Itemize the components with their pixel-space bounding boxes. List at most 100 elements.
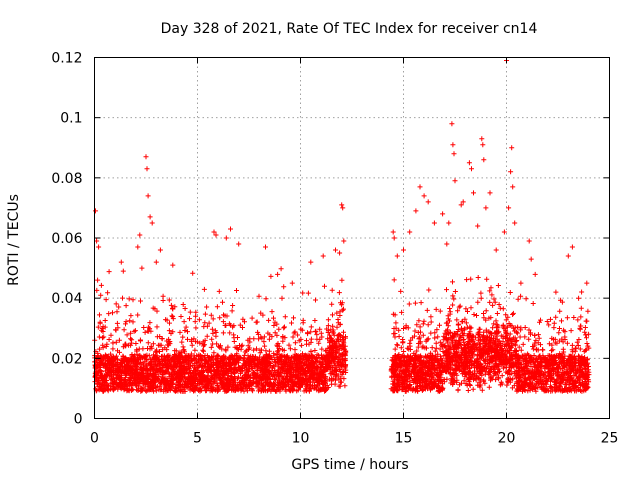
data-point (425, 322, 431, 328)
data-point (343, 334, 348, 340)
data-point (178, 314, 184, 319)
data-point (564, 315, 570, 321)
data-point (571, 315, 577, 320)
data-point (106, 269, 112, 275)
data-point (128, 330, 134, 336)
data-point (243, 362, 248, 368)
data-point (341, 306, 346, 312)
data-point (110, 340, 116, 346)
data-point (229, 308, 235, 314)
data-point (249, 387, 255, 393)
data-point (559, 318, 564, 324)
data-point (201, 343, 206, 349)
data-point (251, 347, 257, 353)
data-point (145, 340, 151, 346)
data-point (208, 312, 214, 318)
data-point (330, 323, 336, 329)
data-point (130, 319, 136, 325)
data-point (331, 332, 337, 338)
data-point (192, 347, 198, 353)
data-point (157, 349, 162, 354)
data-point (322, 283, 327, 289)
data-point (478, 290, 484, 296)
data-point (507, 290, 513, 295)
data-point (291, 315, 296, 321)
data-point (532, 271, 538, 277)
data-point (160, 293, 166, 299)
data-point (437, 322, 442, 328)
data-point (305, 290, 311, 296)
data-point (200, 347, 206, 353)
data-point (475, 299, 481, 305)
data-point (129, 337, 135, 343)
data-point (274, 352, 280, 357)
data-point (154, 347, 160, 353)
data-point (126, 296, 132, 302)
data-point (312, 318, 318, 323)
data-point (242, 349, 248, 355)
data-point (242, 319, 247, 325)
data-point (96, 334, 102, 340)
data-point (406, 301, 412, 307)
data-point (327, 332, 332, 338)
data-point (551, 320, 557, 326)
data-point (147, 320, 153, 326)
data-point (250, 388, 256, 394)
data-point (190, 270, 196, 276)
data-point (180, 302, 186, 307)
data-point (557, 308, 563, 314)
data-point (275, 271, 281, 277)
data-point (103, 297, 109, 303)
data-points (92, 58, 592, 394)
data-point (585, 308, 591, 314)
data-point (159, 387, 165, 393)
data-point (138, 298, 143, 304)
data-point (278, 266, 284, 272)
data-point (210, 316, 216, 322)
data-point (235, 335, 240, 340)
data-point (108, 332, 114, 338)
data-point (177, 329, 183, 335)
data-point (313, 297, 318, 303)
data-point (249, 315, 255, 321)
data-point (254, 319, 260, 325)
data-point (478, 295, 484, 301)
data-point (291, 330, 297, 336)
data-point (130, 297, 136, 303)
data-point (334, 324, 340, 330)
data-point (308, 336, 314, 342)
data-point (500, 306, 506, 312)
data-point (180, 344, 186, 350)
data-point (262, 343, 268, 349)
data-point (334, 310, 340, 316)
data-point (193, 309, 199, 315)
data-point (420, 321, 426, 327)
data-point (239, 342, 245, 348)
data-point (337, 313, 343, 318)
data-point (263, 296, 269, 302)
data-point (180, 334, 186, 340)
data-point (325, 317, 331, 323)
data-point (515, 296, 521, 302)
data-point (261, 339, 267, 345)
data-point (179, 339, 185, 345)
data-point (468, 305, 474, 311)
data-point (201, 286, 207, 292)
data-point (165, 342, 171, 348)
data-point (510, 312, 516, 317)
data-point (94, 287, 100, 293)
data-point (339, 277, 345, 283)
data-point (105, 290, 111, 296)
data-point (432, 348, 438, 354)
data-point (412, 300, 418, 306)
data-point (124, 332, 130, 338)
data-point (106, 311, 112, 317)
data-point (97, 319, 103, 325)
data-point (204, 333, 210, 339)
data-point (182, 328, 188, 333)
data-point (185, 329, 190, 335)
data-point (300, 290, 306, 296)
data-point (520, 341, 526, 347)
data-point (234, 288, 239, 293)
data-point (100, 335, 105, 341)
